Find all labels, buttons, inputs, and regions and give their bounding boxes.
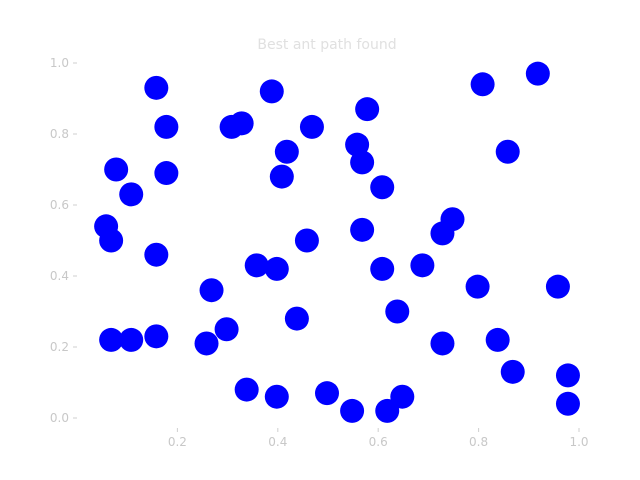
data-point (340, 398, 365, 423)
y-tick-label: 0.8 (50, 127, 69, 141)
data-point (410, 253, 435, 278)
data-point (355, 97, 380, 122)
data-point (119, 182, 144, 207)
data-point (199, 278, 224, 303)
data-point (500, 359, 525, 384)
data-point (545, 274, 570, 299)
data-point (294, 228, 319, 253)
data-point (264, 384, 289, 409)
data-point (385, 299, 410, 324)
data-point (390, 384, 415, 409)
data-point (154, 114, 179, 139)
data-point (370, 256, 395, 281)
y-tick-label: 1.0 (50, 56, 69, 70)
data-point (470, 72, 495, 97)
x-tick-label: 0.2 (168, 435, 187, 449)
data-point (99, 327, 124, 352)
data-point (485, 327, 510, 352)
data-point (269, 164, 294, 189)
data-point (144, 324, 169, 349)
data-point (555, 391, 580, 416)
data-point (119, 327, 144, 352)
x-tick-label: 1.0 (569, 435, 588, 449)
data-point (104, 157, 129, 182)
data-point (144, 75, 169, 100)
y-tick-label: 0.2 (50, 340, 69, 354)
data-point (154, 161, 179, 186)
data-point (315, 381, 339, 406)
data-point (299, 114, 324, 139)
data-points (94, 61, 580, 423)
data-point (375, 398, 400, 423)
data-point (229, 111, 254, 136)
y-tick-label: 0.0 (50, 411, 69, 425)
data-point (264, 256, 289, 281)
y-tick-label: 0.4 (50, 269, 69, 283)
data-point (259, 79, 284, 104)
data-point (284, 306, 309, 331)
data-point (244, 253, 269, 278)
data-point (350, 217, 375, 242)
data-point (495, 139, 520, 164)
data-point (99, 228, 124, 253)
data-point (144, 242, 169, 267)
data-point (555, 363, 580, 388)
data-point (350, 150, 375, 175)
data-point (430, 331, 455, 356)
x-tick-label: 0.8 (469, 435, 488, 449)
data-point (214, 317, 239, 342)
data-point (234, 377, 259, 402)
x-tick-label: 0.6 (369, 435, 388, 449)
data-point (465, 274, 490, 299)
data-point (274, 139, 299, 164)
data-point (440, 207, 465, 232)
data-point (525, 61, 550, 86)
x-tick-label: 0.4 (268, 435, 287, 449)
data-point (370, 175, 395, 200)
y-tick-label: 0.6 (50, 198, 69, 212)
axes: 0.2 0.4 0.6 0.8 1.0 0.0 0.2 0.4 0.6 0.8 1.0 (50, 56, 589, 449)
data-point (194, 331, 219, 356)
chart-title: Best ant path found (257, 37, 396, 53)
